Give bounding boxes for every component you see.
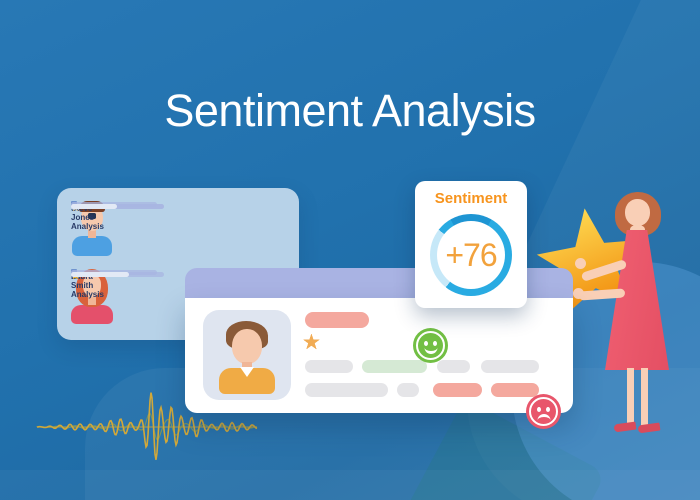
woman-leg xyxy=(627,368,634,426)
woman-hand xyxy=(573,288,584,299)
star-icon xyxy=(536,208,644,316)
avatar-shoulders xyxy=(72,236,112,256)
happy-face-icon xyxy=(413,328,448,363)
star-icon: ★ xyxy=(302,331,321,354)
text-pill xyxy=(305,360,353,373)
sentiment-gauge-ring: +76 xyxy=(430,214,512,296)
woman-shoe xyxy=(613,421,637,433)
text-bar-short xyxy=(71,204,117,209)
avatar-neck xyxy=(88,295,96,305)
woman-dress xyxy=(605,230,669,370)
avatar-neck xyxy=(242,362,252,370)
highlight-pill xyxy=(305,312,369,328)
star-icon: ★ xyxy=(302,331,321,354)
woman-face xyxy=(625,199,650,226)
positive-text-pill xyxy=(362,360,427,373)
text-bar-short xyxy=(71,272,129,277)
avatar-neck xyxy=(88,229,96,238)
woman-hand xyxy=(575,258,586,269)
star-icon: ★ xyxy=(302,331,321,354)
avatar-collar xyxy=(240,367,254,377)
sentiment-score: +76 xyxy=(445,236,497,273)
detail-avatar-box xyxy=(203,310,291,400)
star-icon: ★ xyxy=(302,331,321,354)
woman-shoe xyxy=(637,422,661,434)
page-title: Sentiment Analysis xyxy=(164,85,536,137)
background-bottom-band xyxy=(0,470,700,500)
avatar-shoulders xyxy=(71,305,113,324)
text-pill xyxy=(305,383,388,397)
glasses-icon xyxy=(81,213,103,220)
sentiment-gauge-inner: +76 xyxy=(437,221,505,289)
sad-face-icon xyxy=(526,394,561,429)
woman-illustration xyxy=(573,192,695,438)
text-pill xyxy=(481,360,539,373)
negative-text-pill xyxy=(491,383,539,397)
star-icon: ★ xyxy=(302,331,321,354)
text-pill xyxy=(397,383,419,397)
negative-text-pill xyxy=(433,383,482,397)
avatar-head xyxy=(232,329,262,364)
audio-waveform xyxy=(36,392,258,460)
star-icon: ★ xyxy=(302,331,321,354)
text-bar xyxy=(71,204,164,209)
sentiment-score-card: Sentiment +76 xyxy=(415,181,527,308)
avatar-head xyxy=(83,275,101,297)
text-pill xyxy=(437,360,470,373)
woman-leg xyxy=(641,368,648,426)
sentiment-label: Sentiment xyxy=(434,190,508,207)
detail-card: ★ ★ ★ ★ ★ ★ xyxy=(185,268,573,429)
